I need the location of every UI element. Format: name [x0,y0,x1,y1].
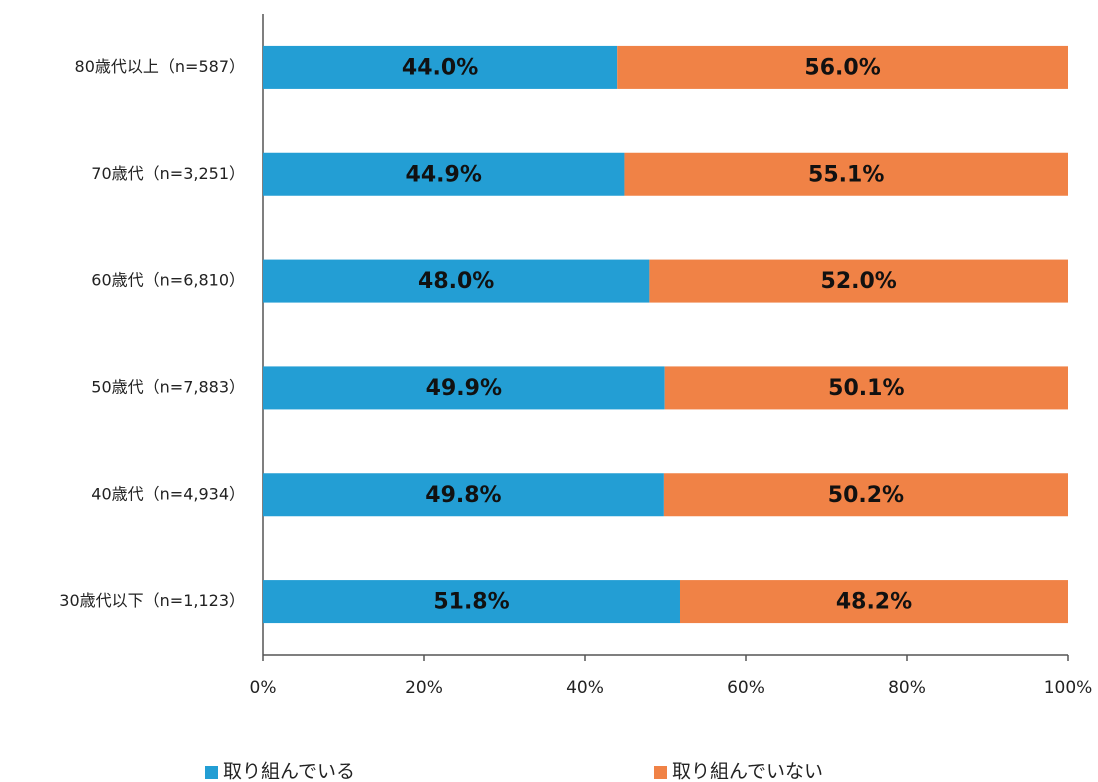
value-label: 51.8% [433,590,509,615]
legend-label: 取り組んでいない [672,761,823,782]
value-label: 48.2% [836,590,912,615]
bar-segment [649,259,1068,303]
x-tick-label: 80% [888,678,926,698]
bar-segment [263,473,664,517]
x-tick-label: 40% [566,678,604,698]
x-tick-label: 60% [727,678,765,698]
bar-segment [664,366,1068,410]
legend-label: 取り組んでいる [223,761,355,782]
value-label: 49.9% [426,376,502,401]
y-tick-label: 70歳代（n=3,251） [91,164,245,183]
y-tick-label: 50歳代（n=7,883） [91,377,245,396]
value-label: 56.0% [804,55,880,80]
value-label: 49.8% [425,483,501,508]
x-tick-label: 0% [250,678,277,698]
bar-segment [679,580,1068,624]
y-tick-label: 30歳代以下（n=1,123） [59,591,245,610]
y-tick-label: 60歳代（n=6,810） [91,271,245,290]
value-label: 44.9% [406,162,482,187]
x-tick-label: 100% [1044,678,1093,698]
bar-segment [624,152,1068,196]
bar-segment [617,45,1068,89]
value-label: 50.2% [828,483,904,508]
x-tick-label: 20% [405,678,443,698]
value-label: 55.1% [808,162,884,187]
value-label: 48.0% [418,269,494,294]
bar-segment [263,259,650,303]
bar-segment [263,580,680,624]
legend-swatch [654,766,667,779]
y-tick-label: 40歳代（n=4,934） [91,484,245,503]
legend-swatch [205,766,218,779]
bar-segment [263,152,625,196]
bar-segment [263,366,665,410]
value-label: 52.0% [821,269,897,294]
value-label: 50.1% [828,376,904,401]
value-label: 44.0% [402,55,478,80]
y-tick-label: 80歳代以上（n=587） [75,57,245,76]
bar-segment [263,45,618,89]
bar-segment [663,473,1068,517]
